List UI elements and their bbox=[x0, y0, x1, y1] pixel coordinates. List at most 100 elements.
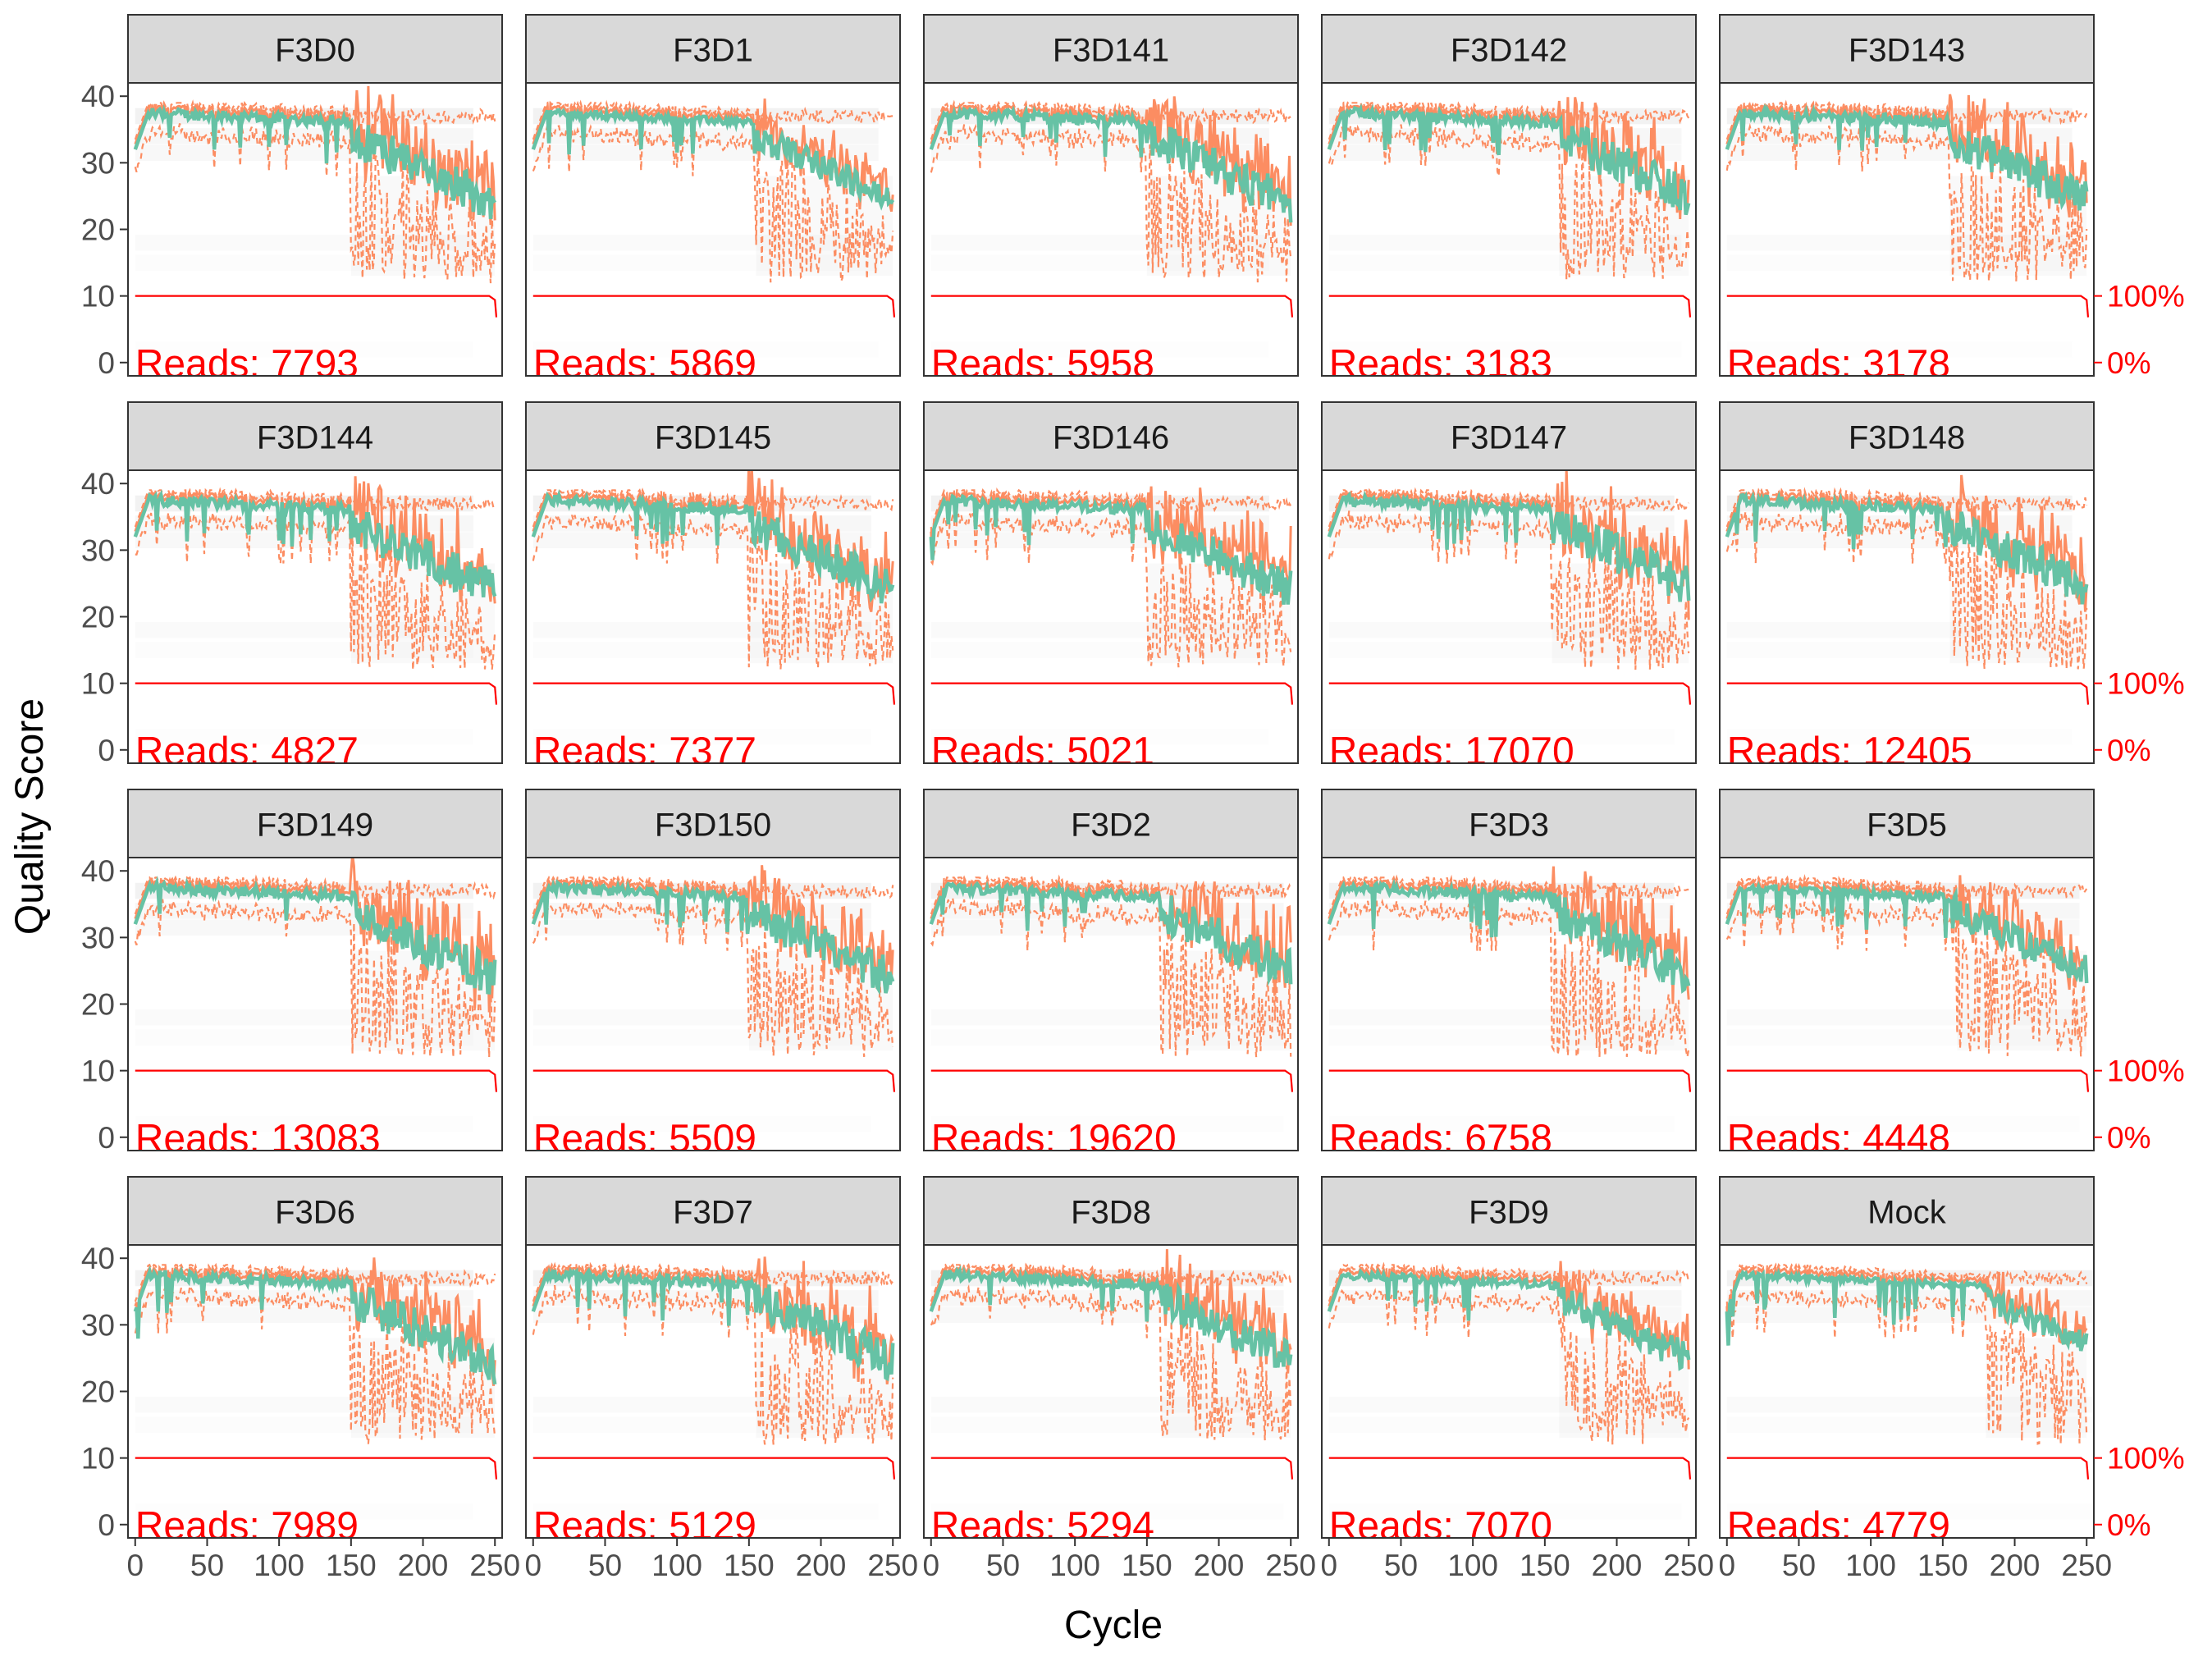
coverage-line bbox=[1726, 682, 2090, 705]
x-axis-label: Cycle bbox=[1064, 1604, 1163, 1647]
facet-strip bbox=[1719, 789, 2095, 858]
heatmap-band bbox=[1328, 1503, 1682, 1520]
facet-strip bbox=[923, 1176, 1299, 1246]
y-tick-label: 30 bbox=[81, 533, 115, 567]
x-tick-label: 100 bbox=[1049, 1549, 1100, 1582]
quartile-25-line bbox=[134, 899, 496, 1058]
facet-label: F3D144 bbox=[257, 420, 373, 456]
plot-area: Reads: 7070 bbox=[1327, 1261, 1692, 1538]
coverage-line bbox=[930, 295, 1294, 318]
mean-line bbox=[1327, 1267, 1691, 1371]
heatmap-band bbox=[1726, 621, 2073, 638]
facet-strip bbox=[525, 401, 901, 471]
x-tick-label: 50 bbox=[1782, 1549, 1816, 1582]
x-tick-label: 100 bbox=[1447, 1549, 1498, 1582]
quartile-75-line bbox=[532, 99, 893, 145]
x-tick-label: 250 bbox=[2061, 1549, 2112, 1582]
x-tick-label: 100 bbox=[1845, 1549, 1896, 1582]
facet-panel: F3D5 Reads: 4448 100% 0% bbox=[1719, 789, 2185, 1155]
panel-frame bbox=[923, 82, 1299, 377]
panel-frame bbox=[1719, 1244, 2095, 1539]
x-tick-label: 250 bbox=[1265, 1549, 1316, 1582]
x-tick-label: 200 bbox=[398, 1549, 449, 1582]
coverage-line bbox=[532, 295, 896, 318]
facet-label: F3D0 bbox=[275, 33, 355, 69]
reads-label: Reads: 5509 bbox=[533, 1118, 756, 1161]
facet-panel: F3D150 Reads: 5509 bbox=[525, 789, 901, 1161]
mean-line bbox=[1327, 103, 1691, 216]
quartile-25-line bbox=[1328, 124, 1690, 280]
facet-label: F3D147 bbox=[1451, 420, 1567, 456]
x-tick-label: 50 bbox=[190, 1549, 224, 1582]
reads-label: Reads: 5294 bbox=[931, 1505, 1154, 1549]
panel-frame bbox=[1719, 82, 2095, 377]
reads-label: Reads: 7989 bbox=[135, 1505, 359, 1549]
right-tick-label: 100% bbox=[2107, 1055, 2185, 1088]
x-tick-label: 150 bbox=[1917, 1549, 1968, 1582]
panel-frame bbox=[525, 857, 901, 1151]
heatmap-band bbox=[532, 621, 871, 638]
facet-label: F3D149 bbox=[257, 808, 373, 844]
heatmap-band bbox=[532, 1416, 879, 1433]
heatmap-band bbox=[1726, 341, 2073, 358]
x-tick-label: 250 bbox=[469, 1549, 520, 1582]
heatmap-band bbox=[1328, 1396, 1682, 1413]
panel-frame bbox=[1719, 469, 2095, 764]
heatmap-band bbox=[930, 1503, 1284, 1520]
median-line bbox=[1725, 1264, 2088, 1345]
facet-label: F3D3 bbox=[1469, 808, 1549, 844]
mean-line bbox=[531, 106, 895, 211]
reads-label: Reads: 3178 bbox=[1727, 343, 1950, 387]
coverage-line bbox=[1328, 1069, 1692, 1092]
facet-panel: F3D3 Reads: 6758 bbox=[1321, 789, 1697, 1151]
facet-strip bbox=[923, 14, 1299, 84]
coverage-line bbox=[532, 1069, 896, 1092]
heatmap-band bbox=[1328, 234, 1682, 251]
mean-line bbox=[1725, 491, 2089, 605]
plot-area: Reads: 5958 bbox=[929, 96, 1294, 376]
facet-strip bbox=[923, 401, 1299, 471]
quartile-75-line bbox=[1725, 99, 2088, 141]
heatmap-band bbox=[1328, 1009, 1675, 1026]
coverage-line bbox=[1726, 1457, 2090, 1480]
coverage-line bbox=[532, 682, 896, 705]
facet-label: F3D5 bbox=[1867, 808, 1947, 844]
reads-label: Reads: 5021 bbox=[931, 730, 1154, 774]
facet-strip bbox=[127, 401, 503, 471]
facet-label: F3D146 bbox=[1053, 420, 1169, 456]
x-tick-label: 200 bbox=[1194, 1549, 1245, 1582]
facet-strip bbox=[1321, 14, 1697, 84]
heatmap-band bbox=[135, 1029, 473, 1046]
mean-line bbox=[929, 881, 1293, 986]
heatmap-band bbox=[930, 234, 1269, 251]
y-tick-label: 0 bbox=[98, 346, 115, 380]
heatmap-band bbox=[930, 1009, 1284, 1026]
quartile-25-line bbox=[532, 899, 894, 1057]
quartile-25-line bbox=[532, 513, 894, 670]
reads-label: Reads: 7793 bbox=[135, 343, 359, 387]
quartile-75-line bbox=[134, 874, 496, 915]
coverage-line bbox=[930, 682, 1294, 705]
facet-panel: F3D146 Reads: 5021 bbox=[923, 401, 1299, 774]
plot-area: Reads: 6758 bbox=[1327, 866, 1692, 1151]
x-tick-label: 100 bbox=[254, 1549, 304, 1582]
heatmap-band bbox=[135, 1396, 473, 1413]
coverage-line bbox=[1328, 1457, 1692, 1480]
x-tick-label: 0 bbox=[126, 1549, 144, 1582]
x-tick-label: 50 bbox=[986, 1549, 1020, 1582]
reads-label: Reads: 3183 bbox=[1329, 343, 1552, 387]
heatmap-band bbox=[532, 1115, 871, 1132]
x-tick-label: 150 bbox=[1122, 1549, 1172, 1582]
facet-strip bbox=[525, 1176, 901, 1246]
plot-area: Reads: 7793 bbox=[133, 85, 498, 387]
plot-area: Reads: 5509 bbox=[531, 865, 896, 1161]
y-tick-label: 40 bbox=[81, 1242, 115, 1275]
right-tick-label: 0% bbox=[2107, 1121, 2150, 1155]
heatmap-band bbox=[930, 642, 1269, 658]
y-tick-label: 0 bbox=[98, 1121, 115, 1155]
facet-panel: F3D147 Reads: 17070 bbox=[1321, 401, 1697, 764]
mean-line bbox=[133, 1265, 497, 1385]
heatmap-band bbox=[930, 1029, 1284, 1046]
